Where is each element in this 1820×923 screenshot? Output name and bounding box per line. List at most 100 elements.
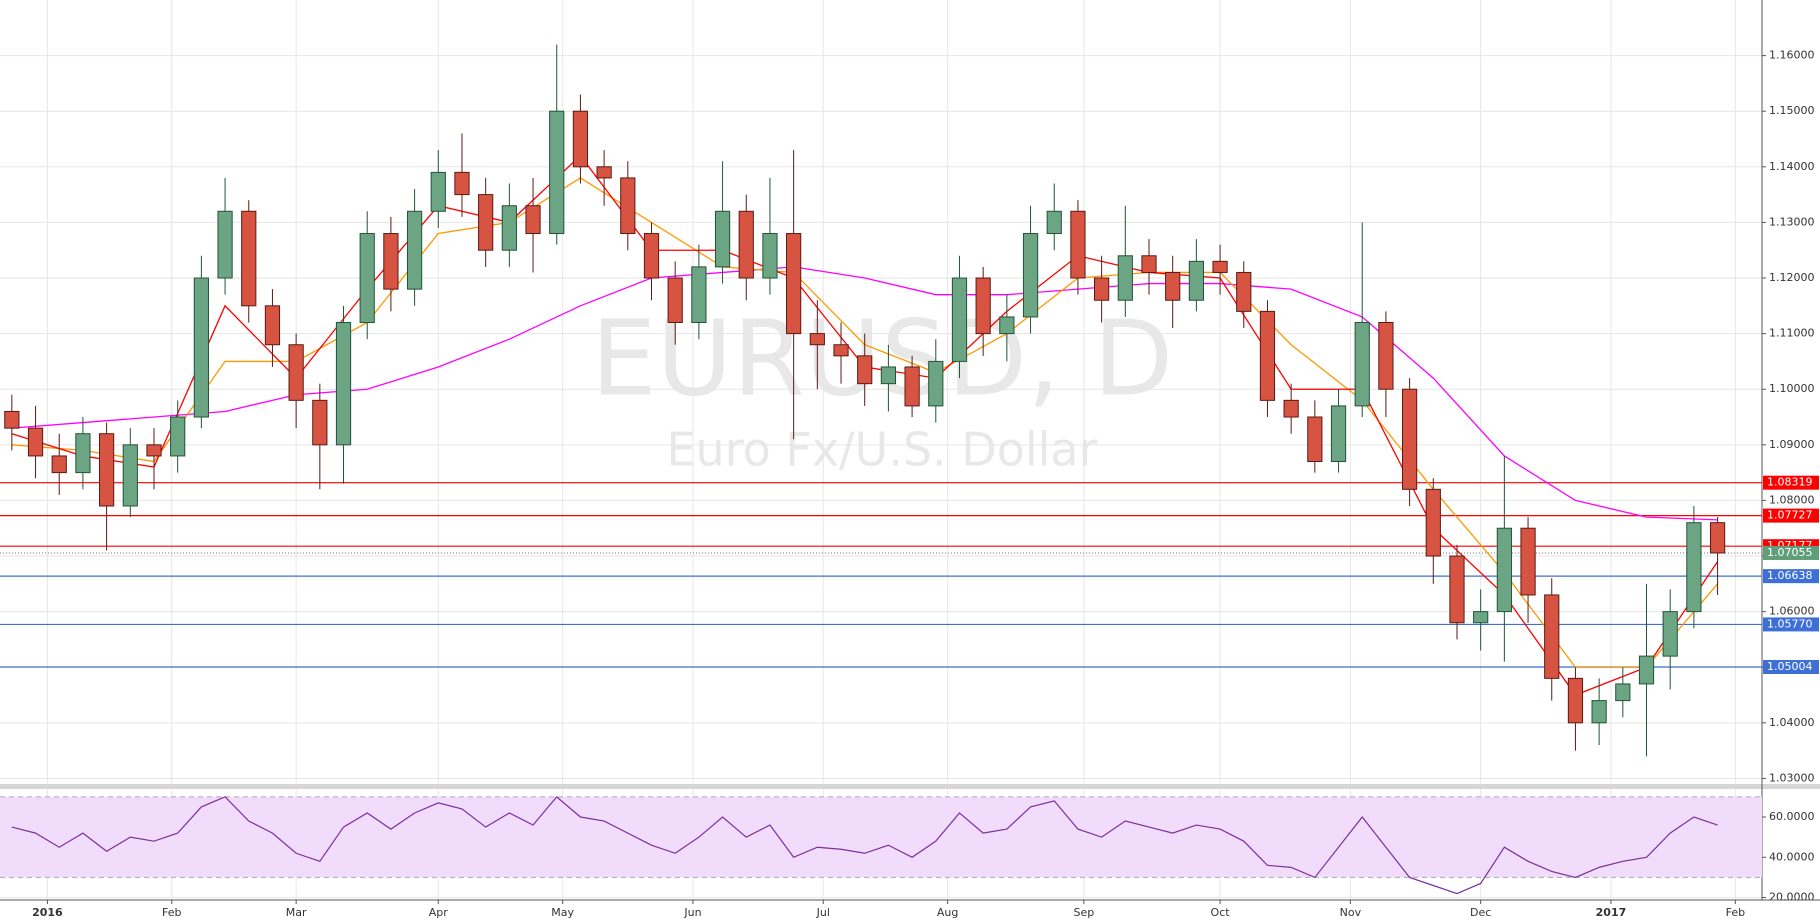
rsi-band bbox=[0, 796, 1762, 878]
candle-body bbox=[99, 433, 115, 507]
level-label: 1.06638 bbox=[1767, 569, 1813, 582]
watermark-subtitle: Euro Fx/U.S. Dollar bbox=[666, 423, 1097, 477]
candle-body bbox=[1212, 260, 1228, 273]
candle-body bbox=[975, 277, 991, 335]
candle-body bbox=[1094, 277, 1110, 301]
candle-body bbox=[904, 366, 920, 407]
x-tick-label: Oct bbox=[1211, 906, 1231, 919]
candle-body bbox=[1449, 555, 1465, 624]
y-tick-label: 1.06000 bbox=[1769, 605, 1815, 618]
level-label: 1.05770 bbox=[1767, 617, 1813, 630]
candle-body bbox=[454, 171, 470, 196]
x-tick-label: Mar bbox=[286, 906, 307, 919]
candle-body bbox=[312, 399, 328, 446]
candle-body bbox=[1330, 405, 1347, 463]
candle-body bbox=[1686, 522, 1702, 613]
level-label-box bbox=[1763, 475, 1819, 490]
level-label-box bbox=[1763, 569, 1819, 584]
candle-body bbox=[857, 355, 873, 385]
y-tick-label: 1.14000 bbox=[1769, 160, 1815, 173]
y-tick-label: 1.04000 bbox=[1769, 716, 1815, 729]
candle-body bbox=[549, 110, 565, 235]
candle-body bbox=[1615, 683, 1631, 702]
candle-body bbox=[1283, 399, 1299, 418]
candle-body bbox=[1473, 611, 1489, 624]
candle-body bbox=[1591, 700, 1607, 724]
candle-body bbox=[1117, 255, 1133, 301]
candle-body bbox=[1022, 233, 1039, 318]
candle-body bbox=[1259, 310, 1276, 401]
candle-body bbox=[193, 277, 209, 418]
panel-separator bbox=[0, 784, 1820, 789]
candle-body bbox=[4, 410, 20, 429]
candle-body bbox=[1638, 655, 1655, 685]
candle-body bbox=[1662, 611, 1678, 657]
level-label: 1.07727 bbox=[1767, 509, 1813, 522]
x-tick-label: Jul bbox=[816, 906, 830, 919]
level-label-box bbox=[1763, 508, 1819, 523]
candle-body bbox=[572, 110, 589, 168]
y-tick-label: 1.12000 bbox=[1769, 271, 1815, 284]
candle-body bbox=[738, 210, 754, 279]
candle-body bbox=[1544, 594, 1560, 679]
candle-body bbox=[833, 344, 849, 357]
watermark-title: EURUSD, D bbox=[591, 297, 1174, 419]
candle-body bbox=[691, 266, 707, 323]
candle-body bbox=[478, 194, 494, 251]
y-tick-label: 1.11000 bbox=[1769, 327, 1815, 340]
level-label-box bbox=[1763, 660, 1819, 675]
candle-body bbox=[1236, 271, 1252, 312]
last-price-label: 1.07055 bbox=[1767, 546, 1813, 559]
candle-body bbox=[359, 233, 375, 323]
x-tick-label: Apr bbox=[429, 906, 449, 919]
candle-body bbox=[146, 444, 162, 457]
candle-body bbox=[1496, 527, 1512, 613]
candle-body bbox=[406, 210, 423, 290]
candle-body bbox=[786, 233, 802, 335]
y-tick-label: 1.10000 bbox=[1769, 382, 1815, 395]
candle-body bbox=[122, 444, 138, 507]
y-tick-label: 1.03000 bbox=[1769, 771, 1815, 784]
candle-body bbox=[288, 344, 304, 401]
y-tick-label: 1.16000 bbox=[1769, 49, 1815, 62]
x-tick-label: 2017 bbox=[1596, 906, 1627, 919]
candle-body bbox=[1141, 255, 1157, 273]
y-tick-label: 1.13000 bbox=[1769, 215, 1815, 228]
level-label: 1.05004 bbox=[1767, 660, 1813, 673]
candle-body bbox=[1378, 321, 1394, 390]
y-tick-label: 1.08000 bbox=[1769, 493, 1815, 506]
y-tick-label: 1.09000 bbox=[1769, 438, 1815, 451]
candle-body bbox=[1709, 522, 1726, 554]
candle-body bbox=[501, 205, 517, 251]
x-tick-label: Aug bbox=[937, 906, 958, 919]
candle-body bbox=[1354, 321, 1370, 407]
x-tick-label: Feb bbox=[1726, 906, 1745, 919]
candle-body bbox=[643, 233, 660, 279]
candle-body bbox=[1046, 210, 1062, 235]
y-tick-label: 60.0000 bbox=[1769, 810, 1815, 823]
x-tick-label: May bbox=[551, 906, 574, 919]
candle-body bbox=[880, 366, 897, 385]
candle-body bbox=[383, 233, 399, 290]
candle-body bbox=[762, 233, 778, 279]
level-label-box bbox=[1763, 617, 1819, 632]
rsi-line bbox=[11, 796, 1718, 895]
x-tick-label: Dec bbox=[1470, 906, 1491, 919]
candle-body bbox=[809, 333, 825, 346]
candle-body bbox=[951, 277, 968, 362]
candle-body bbox=[27, 427, 44, 457]
candle-body bbox=[430, 171, 446, 212]
x-tick-label: Jun bbox=[683, 906, 701, 919]
candle-body bbox=[714, 210, 731, 268]
candle-body bbox=[1070, 210, 1086, 279]
candle-body bbox=[51, 455, 67, 474]
candle-body bbox=[999, 316, 1015, 335]
x-tick-label: 2016 bbox=[32, 906, 63, 919]
candle-body bbox=[667, 277, 683, 323]
y-tick-label: 40.0000 bbox=[1769, 850, 1815, 863]
candle-body bbox=[264, 305, 281, 346]
